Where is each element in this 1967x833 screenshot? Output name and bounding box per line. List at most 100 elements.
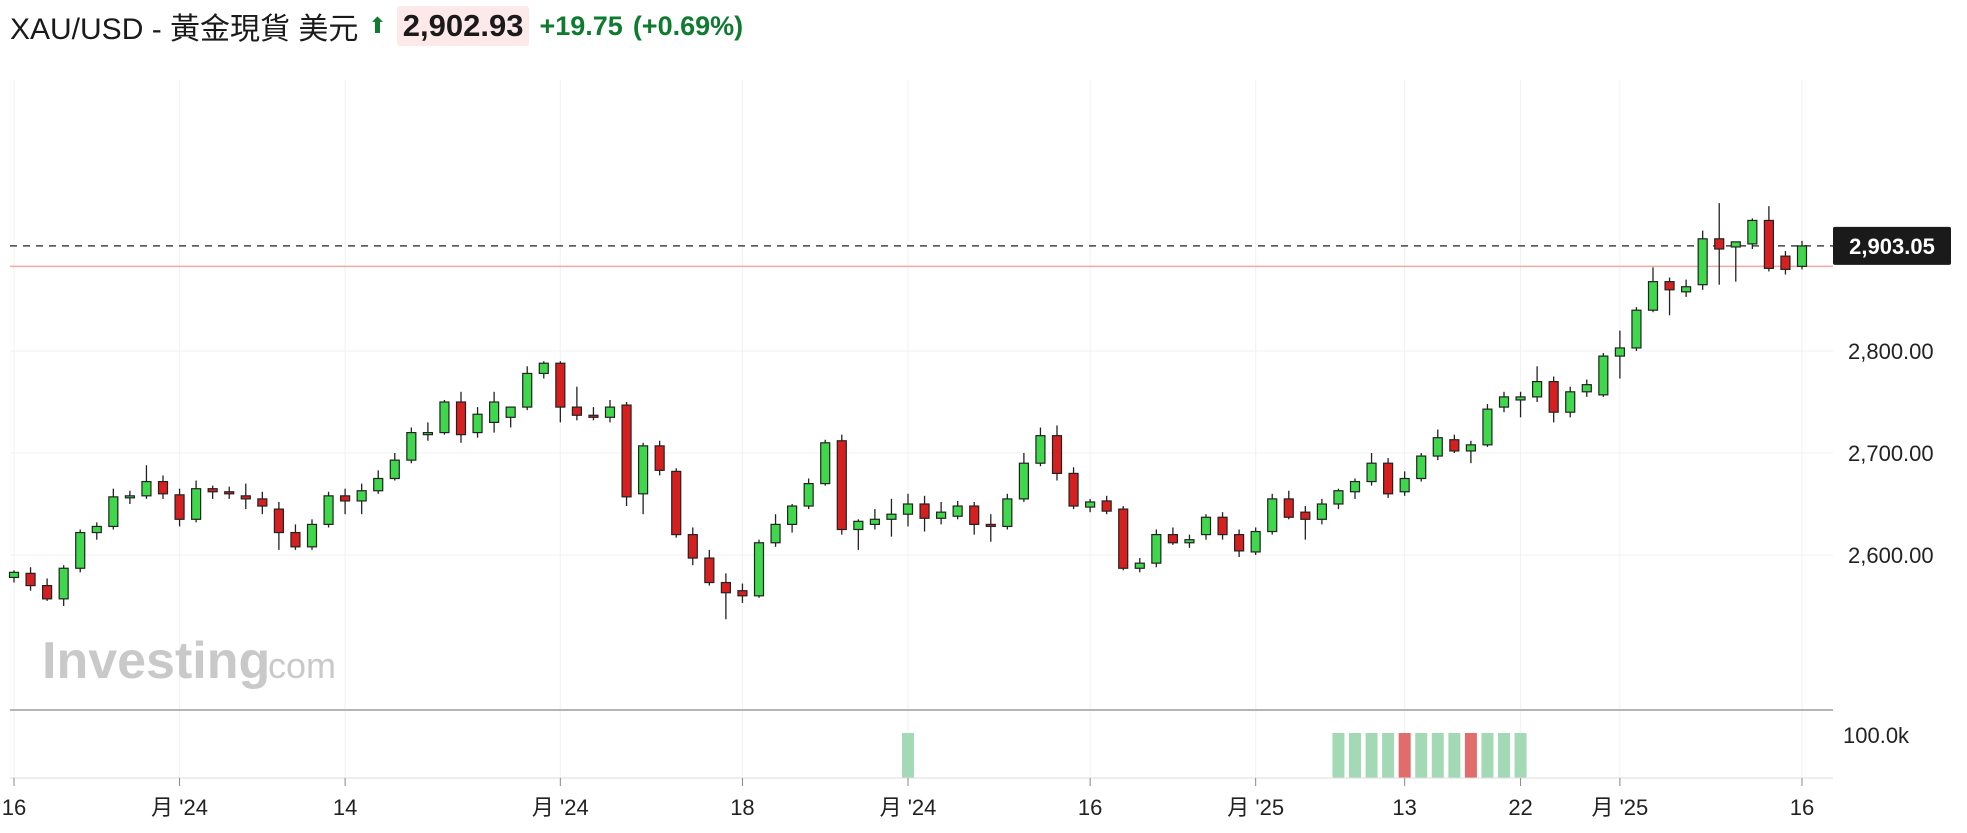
candle	[588, 407, 599, 421]
candle-body	[1068, 472, 1079, 507]
candle-body	[1498, 396, 1510, 408]
investing-watermark: Investing .com	[42, 632, 336, 690]
candle	[969, 501, 980, 535]
candle-body	[373, 477, 384, 492]
candle-body	[522, 372, 533, 408]
candle-body	[803, 483, 814, 507]
candle-body	[1730, 241, 1741, 248]
candle-body	[1647, 281, 1659, 311]
candle	[1697, 230, 1708, 290]
candle-body	[1432, 437, 1443, 457]
volume-bar	[1415, 733, 1428, 778]
candle	[571, 386, 582, 421]
last-price-label-text: 2,903.05	[1849, 234, 1935, 259]
candle	[58, 565, 69, 606]
candle-body	[571, 406, 582, 416]
candle-body	[157, 480, 169, 495]
volume-bar	[1514, 733, 1527, 778]
time-tick-label: 月 '25	[1591, 795, 1648, 820]
volume-bar	[1431, 733, 1444, 778]
time-tick-label: 16	[2, 795, 26, 820]
candle	[273, 501, 284, 550]
price-change: +19.75	[539, 10, 623, 41]
time-tick-label: 月 '25	[1227, 795, 1284, 820]
candle	[720, 573, 731, 620]
candle-body	[969, 505, 980, 526]
candle	[75, 529, 86, 573]
candle	[1018, 453, 1029, 502]
candle-body	[207, 488, 218, 493]
candle-body	[1217, 516, 1228, 536]
candle-body	[1167, 533, 1178, 544]
candle-body	[869, 518, 880, 525]
candle	[1449, 434, 1460, 453]
candle	[1498, 391, 1510, 413]
candle	[621, 402, 632, 507]
candle-body	[1581, 384, 1592, 393]
candle	[505, 406, 516, 428]
volume-bar	[902, 733, 914, 778]
volume-bar	[1481, 733, 1494, 778]
candle	[389, 453, 400, 481]
candle	[1300, 506, 1311, 540]
candle-body	[1548, 381, 1559, 413]
watermark-suffix: .com	[258, 645, 336, 686]
candle-body	[141, 480, 152, 497]
candle-body	[124, 495, 135, 499]
candle	[836, 434, 847, 535]
candle-body	[1151, 533, 1162, 564]
candle-body	[886, 513, 897, 520]
candlesticks	[8, 203, 1808, 620]
candle	[1482, 404, 1493, 447]
candle	[1383, 458, 1394, 498]
quote-header: XAU/USD - 黃金現貨 美元 ⬆ 2,902.93 +19.75 (+0.…	[10, 4, 743, 48]
candle-body	[1565, 391, 1576, 413]
candle	[91, 522, 102, 540]
candle-body	[1383, 462, 1394, 495]
volume-bar	[1448, 733, 1461, 778]
time-tick-label: 月 '24	[151, 795, 208, 820]
candle	[737, 583, 748, 603]
candle-body	[638, 445, 649, 495]
candle-body	[91, 525, 102, 534]
candle	[704, 549, 715, 586]
candle-body	[621, 404, 632, 498]
candle	[174, 488, 185, 527]
candle	[1267, 493, 1278, 535]
candle-body	[1763, 219, 1774, 269]
candle	[8, 570, 20, 583]
candle	[108, 488, 119, 530]
candle-body	[455, 401, 467, 436]
volume-bar	[1464, 733, 1477, 778]
volume-bar	[1349, 733, 1361, 778]
candle	[406, 427, 417, 464]
candle-body	[770, 523, 781, 544]
last-price: 2,902.93	[396, 6, 530, 46]
candle-body	[1796, 245, 1808, 267]
candle	[555, 361, 566, 423]
candle	[1581, 379, 1592, 397]
candle-body	[1366, 462, 1377, 483]
candle-body	[588, 414, 599, 418]
candle	[1399, 471, 1410, 496]
candle-body	[389, 459, 400, 480]
candle-body	[290, 531, 301, 548]
candle	[1283, 490, 1294, 520]
candle-body	[505, 406, 516, 418]
candle	[936, 501, 947, 525]
candle-body	[820, 442, 831, 485]
time-tick-label: 月 '24	[532, 795, 589, 820]
price-tick-label: 2,600.00	[1848, 543, 1934, 568]
candle-body	[538, 362, 549, 375]
candle	[820, 439, 831, 486]
candle-body	[1300, 511, 1311, 520]
candle	[1167, 527, 1178, 545]
candle	[1349, 478, 1361, 499]
candle	[1796, 240, 1808, 270]
candle-body	[1267, 498, 1278, 533]
candle	[323, 491, 334, 528]
candle-body	[25, 572, 36, 587]
candle-body	[1101, 500, 1112, 512]
candle	[886, 498, 897, 537]
